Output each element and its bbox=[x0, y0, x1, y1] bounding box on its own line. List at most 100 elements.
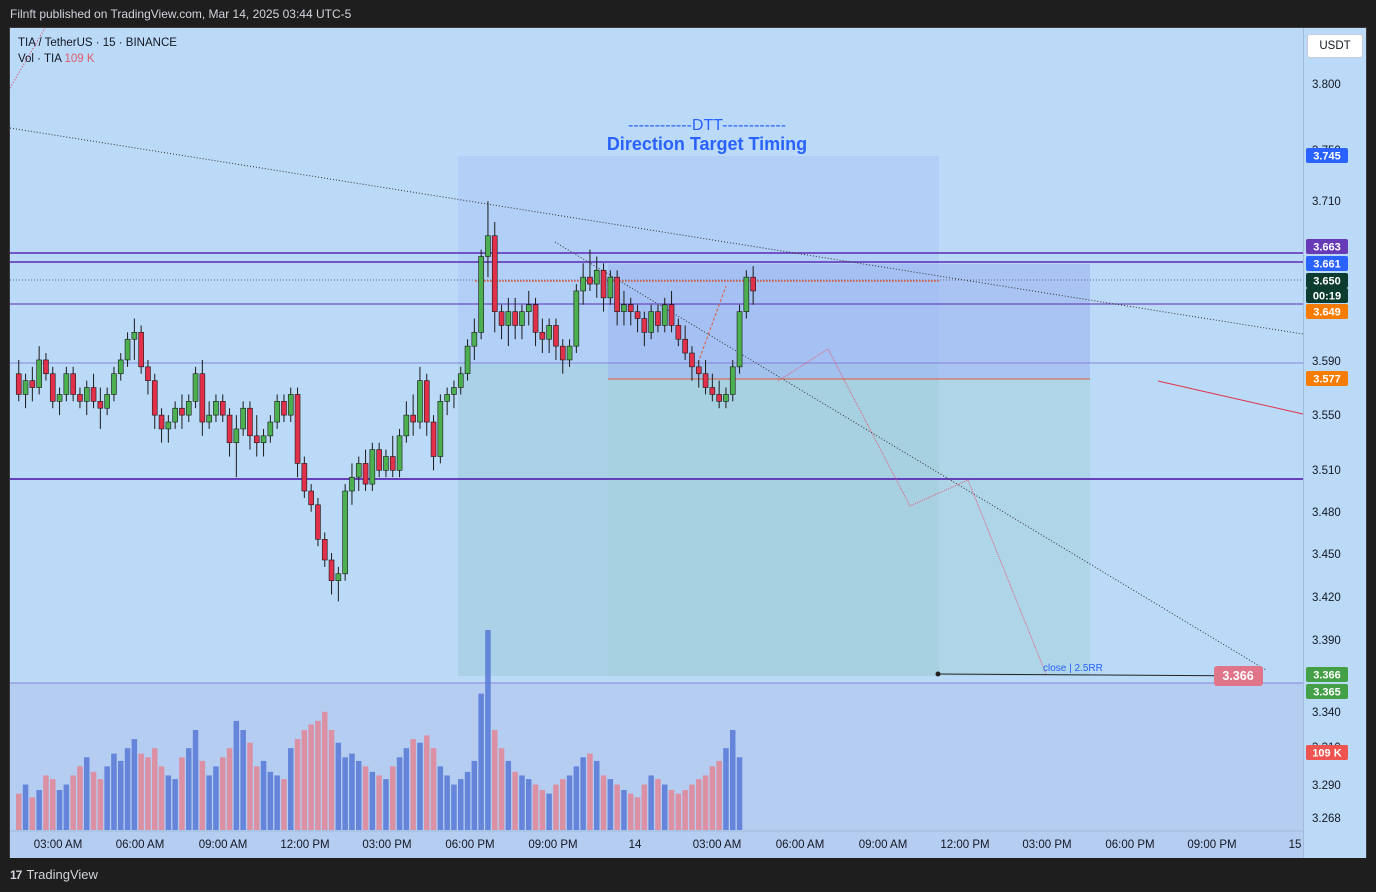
candle-body bbox=[219, 401, 226, 416]
candle-body bbox=[689, 352, 695, 368]
volume-bar bbox=[614, 784, 620, 830]
volume-value: 109 K bbox=[64, 53, 95, 65]
publish-info: Filnft published on TradingView.com, Mar… bbox=[10, 7, 352, 21]
position-risk-zone bbox=[608, 264, 1090, 379]
price-badge-label: 3.661 bbox=[1313, 259, 1341, 271]
candle-body bbox=[451, 387, 457, 395]
candle-body bbox=[607, 276, 614, 299]
price-badge bbox=[1306, 288, 1348, 303]
candle-body bbox=[328, 559, 335, 581]
price-axis[interactable] bbox=[1303, 28, 1366, 858]
candle-body bbox=[369, 449, 376, 485]
time-tick-label: 14 bbox=[629, 839, 642, 851]
price-badge-label: 3.745 bbox=[1313, 151, 1341, 163]
volume-bar bbox=[16, 793, 22, 830]
volume-bar bbox=[648, 775, 654, 830]
candle-body bbox=[403, 414, 410, 437]
candle-body bbox=[621, 304, 627, 312]
volume-bar bbox=[682, 790, 688, 830]
volume-bar bbox=[560, 779, 566, 830]
volume-bar bbox=[179, 757, 185, 830]
candle-body bbox=[287, 394, 294, 416]
candle-body bbox=[682, 338, 688, 354]
candle-body bbox=[240, 407, 246, 430]
time-tick-label: 09:00 AM bbox=[199, 839, 248, 851]
volume-bar bbox=[532, 784, 539, 830]
candle-body bbox=[376, 449, 382, 471]
symbol-info[interactable]: TIA / TetherUS · 15 · BINANCE bbox=[18, 37, 177, 49]
volume-bar bbox=[22, 784, 29, 830]
price-tick-label: 3.390 bbox=[1312, 635, 1341, 647]
candle-body bbox=[56, 394, 63, 402]
candle-body bbox=[546, 325, 552, 340]
price-badge-label: 3.577 bbox=[1313, 374, 1341, 386]
volume-bar bbox=[342, 757, 348, 830]
candle-body bbox=[457, 373, 464, 388]
volume-bar bbox=[471, 760, 478, 830]
price-tick-label: 3.800 bbox=[1312, 79, 1341, 91]
volume-bar bbox=[390, 766, 396, 830]
volume-bar bbox=[580, 757, 586, 830]
close-label: close | 2.5RR bbox=[1043, 663, 1103, 674]
volume-bar bbox=[349, 753, 355, 830]
volume-bar bbox=[328, 730, 335, 830]
volume-bar bbox=[111, 753, 117, 830]
candle-body bbox=[165, 421, 172, 430]
volume-bar bbox=[383, 779, 389, 830]
volume-bar bbox=[240, 730, 246, 830]
volume-bar bbox=[356, 760, 362, 830]
volume-bar bbox=[689, 784, 695, 830]
volume-bar bbox=[63, 784, 70, 830]
candle-body bbox=[151, 380, 158, 416]
time-tick-label: 12:00 PM bbox=[940, 839, 989, 851]
volume-bar bbox=[417, 742, 423, 830]
volume-bar bbox=[43, 775, 49, 830]
volume-bar bbox=[539, 790, 546, 830]
candle-body bbox=[49, 373, 56, 402]
volume-bar bbox=[199, 760, 206, 830]
price-badge bbox=[1306, 273, 1348, 288]
volume-bar bbox=[90, 771, 97, 830]
currency-button[interactable]: USDT bbox=[1307, 34, 1363, 58]
volume-bar bbox=[505, 760, 512, 830]
volume-bar bbox=[138, 753, 144, 830]
price-chart[interactable]: ------------DTT------------Direction Tar… bbox=[10, 28, 1366, 858]
volume-bar bbox=[702, 775, 709, 830]
volume-bar bbox=[77, 766, 83, 830]
candle-body bbox=[716, 394, 722, 402]
tradingview-brand[interactable]: 17 TradingView bbox=[10, 867, 98, 882]
candle-body bbox=[206, 414, 212, 423]
candle-body bbox=[192, 373, 199, 402]
volume-bar bbox=[730, 730, 736, 830]
price-tick-label: 3.290 bbox=[1312, 780, 1341, 792]
target-line-anchor bbox=[935, 671, 941, 677]
candle-body bbox=[743, 276, 750, 312]
volume-bar bbox=[736, 757, 743, 830]
volume-bar bbox=[158, 766, 165, 830]
candle-body bbox=[430, 421, 437, 457]
volume-bar bbox=[655, 779, 661, 830]
price-tick-label: 3.450 bbox=[1312, 549, 1341, 561]
candle-body bbox=[104, 394, 110, 409]
volume-bar bbox=[97, 779, 104, 830]
candle-body bbox=[308, 490, 314, 506]
target-line bbox=[937, 673, 1261, 677]
volume-bar bbox=[451, 784, 457, 830]
dtt-title: ------------DTT------------ bbox=[628, 117, 786, 134]
candle-body bbox=[580, 276, 586, 292]
candle-body bbox=[709, 387, 716, 395]
candle-body bbox=[648, 311, 654, 333]
candle-body bbox=[158, 414, 165, 430]
candle-body bbox=[573, 290, 580, 347]
price-badge bbox=[1306, 148, 1348, 163]
candle-body bbox=[253, 435, 260, 444]
candle-body bbox=[423, 380, 430, 423]
volume-bar bbox=[322, 711, 328, 830]
candle-body bbox=[641, 318, 648, 333]
trend-line-upper bbox=[10, 127, 1304, 335]
volume-bar bbox=[308, 724, 314, 830]
volume-bar bbox=[376, 775, 382, 830]
projection-path bbox=[777, 348, 1047, 675]
chart-frame[interactable]: ------------DTT------------ Direction Tar… bbox=[9, 27, 1367, 859]
volume-bar bbox=[485, 630, 491, 830]
